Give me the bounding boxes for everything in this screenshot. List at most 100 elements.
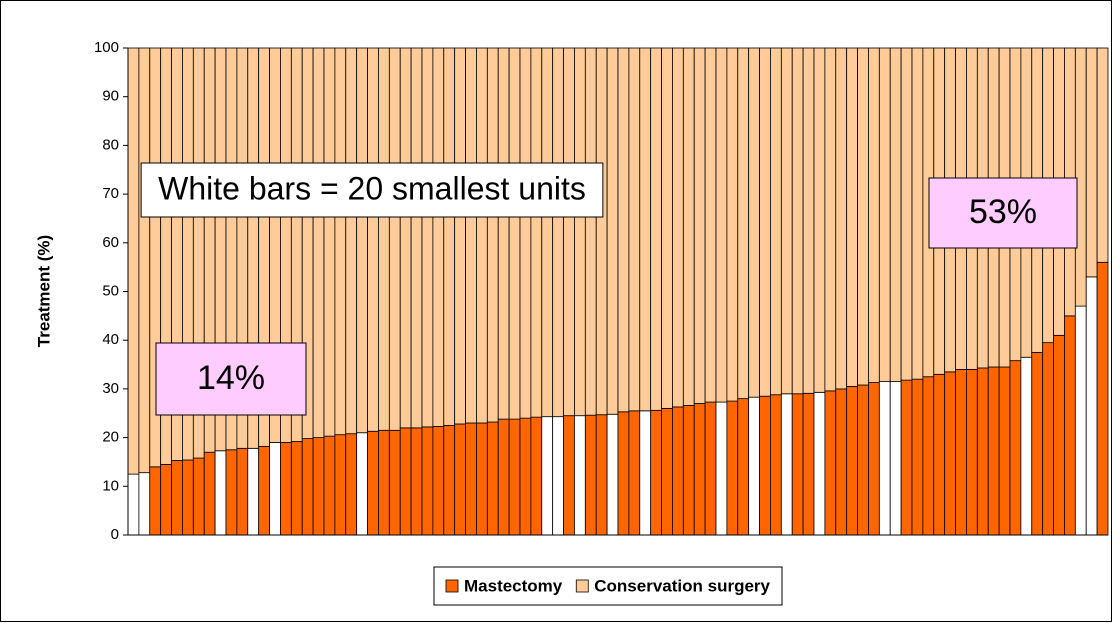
y-axis-label: Treatment (%) (34, 235, 53, 347)
bar-segment (410, 47, 423, 429)
annotation-box (155, 342, 307, 416)
bar-segment (1053, 334, 1065, 536)
bar-segment (378, 47, 390, 431)
bar-segment (911, 47, 924, 380)
bar-segment (497, 47, 510, 420)
bar-segment (791, 47, 804, 395)
bar-segment (312, 47, 325, 439)
bar-segment (900, 379, 913, 536)
bar-segment (628, 410, 641, 536)
bar-segment (476, 47, 488, 424)
y-tick-label: 40 (102, 331, 119, 348)
bar-segment (661, 47, 673, 409)
bar-segment (770, 47, 782, 396)
bar-segment (889, 381, 902, 536)
annotation-box (928, 177, 1078, 249)
bar-segment (323, 435, 336, 536)
legend-swatch (575, 579, 589, 593)
bar-segment (138, 47, 151, 474)
bar-segment (748, 47, 760, 398)
bar-segment (345, 433, 358, 536)
y-tick-label: 80 (102, 136, 119, 153)
bar-segment (443, 47, 456, 426)
bar-segment (770, 394, 782, 536)
bar-segment (682, 405, 695, 536)
bar-segment (432, 47, 445, 427)
bar-segment (606, 413, 619, 536)
bar-segment (715, 47, 728, 403)
bar-segment (138, 472, 151, 536)
bar-segment (639, 47, 652, 412)
bar-segment (650, 409, 662, 536)
bar-segment (639, 410, 652, 536)
bar-segment (704, 401, 717, 536)
bar-segment (846, 386, 858, 536)
bar-segment (519, 47, 532, 419)
y-tick-label: 0 (111, 526, 119, 543)
bar-segment (835, 47, 848, 390)
bar-segment (127, 473, 140, 536)
bar-segment (486, 421, 499, 536)
bar-segment (312, 437, 325, 536)
bar-segment (780, 393, 793, 536)
bar-segment (432, 425, 445, 536)
legend-label: Conservation surgery (594, 576, 770, 595)
y-tick-label: 10 (102, 477, 119, 494)
bar-segment (1085, 276, 1098, 536)
bar-segment (530, 47, 543, 418)
bar-segment (367, 47, 379, 432)
bar-segment (334, 434, 347, 536)
bar-segment (192, 457, 205, 536)
y-tick-label: 100 (94, 39, 119, 56)
bar-segment (759, 395, 771, 536)
bar-segment (595, 47, 608, 416)
bar-segment (824, 390, 837, 536)
bar-segment (552, 47, 564, 418)
bar-segment (1096, 47, 1109, 263)
bar-segment (301, 438, 314, 536)
annotation: White bars = 20 smallest units (158, 170, 586, 206)
bar-segment (672, 47, 684, 408)
bar-segment (846, 47, 858, 387)
bar-segment (737, 47, 750, 400)
bar-segment (519, 417, 532, 536)
bar-segment (1085, 47, 1098, 278)
bar-segment (889, 47, 902, 382)
bar-segment (454, 47, 466, 425)
bar-segment (1074, 305, 1087, 536)
bar-segment (541, 416, 554, 536)
bar-segment (1074, 47, 1087, 307)
bar-segment (508, 418, 521, 536)
bar-segment (737, 398, 750, 536)
bar-segment (1031, 351, 1044, 536)
bar-segment (356, 432, 368, 536)
bar-segment (388, 429, 401, 536)
bar-segment (214, 450, 227, 536)
bar-segment (976, 367, 989, 536)
bar-segment (661, 407, 673, 536)
annotation: 53% (969, 193, 1037, 231)
bar-segment (410, 427, 423, 536)
bar-segment (726, 400, 739, 536)
bar-segment (780, 47, 793, 395)
bar-segment (236, 447, 249, 536)
bar-segment (791, 393, 804, 536)
bar-segment (225, 449, 238, 536)
bar-segment (857, 384, 869, 536)
bar-segment (987, 366, 1000, 536)
bar-segment (617, 411, 630, 536)
bar-segment (693, 403, 706, 536)
bar-segment (476, 422, 488, 536)
bar-segment (900, 47, 913, 381)
bar-segment (508, 47, 521, 420)
bar-segment (574, 47, 586, 417)
bar-segment (868, 47, 880, 383)
bar-segment (541, 47, 554, 418)
bar-segment (922, 376, 935, 536)
bar-segment (290, 441, 303, 536)
bar-segment (813, 47, 826, 393)
bar-segment (552, 416, 564, 536)
bar-segment (682, 47, 695, 406)
bar-segment (182, 459, 194, 536)
bar-segment (530, 416, 543, 536)
